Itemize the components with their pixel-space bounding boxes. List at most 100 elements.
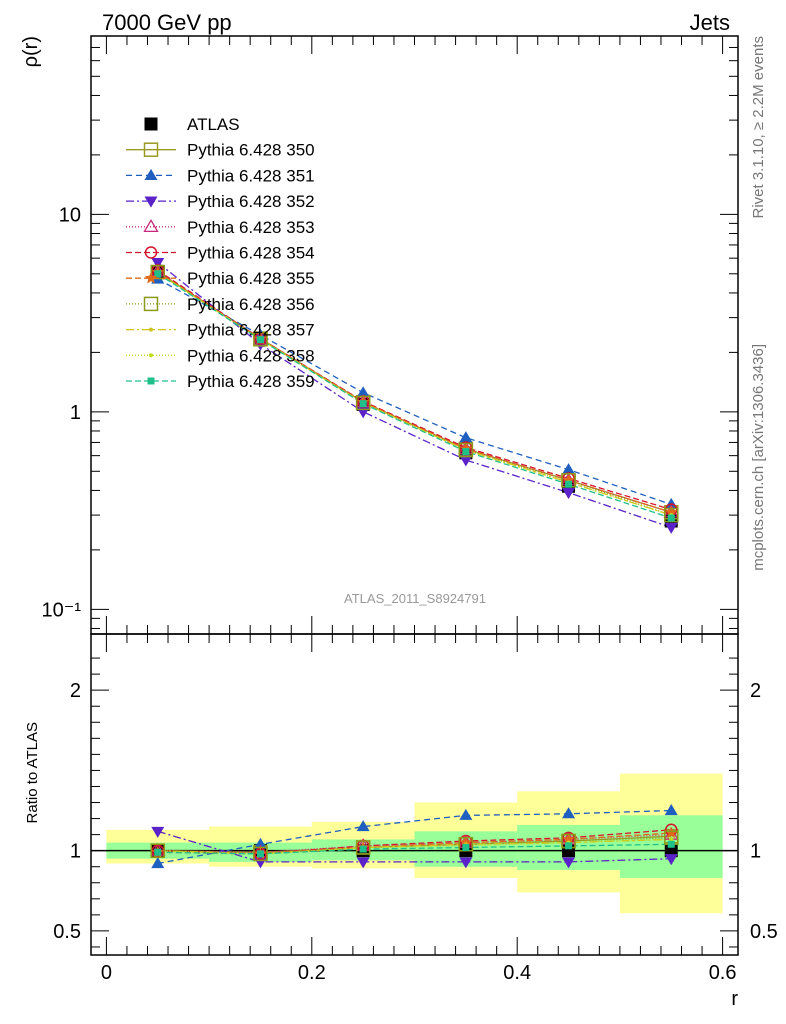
ratio-point bbox=[665, 826, 678, 839]
legend-marker bbox=[144, 117, 158, 131]
x-tick-label: 0 bbox=[101, 962, 112, 984]
legend-marker bbox=[149, 353, 153, 358]
ratio-point bbox=[150, 843, 166, 858]
data-point bbox=[356, 386, 370, 398]
ratio-y-tick-label: 2 bbox=[70, 680, 81, 702]
series-line-ratio bbox=[157, 830, 672, 863]
legend-item: Pythia 6.428 357 bbox=[126, 321, 315, 340]
legend-label: Pythia 6.428 353 bbox=[187, 218, 315, 237]
ratio-point bbox=[669, 837, 674, 842]
ratio-point bbox=[253, 837, 267, 849]
main-y-tick-label: 10⁻¹ bbox=[42, 599, 82, 621]
legend-marker bbox=[143, 142, 159, 157]
series-line-main bbox=[157, 262, 672, 529]
data-point bbox=[565, 480, 573, 488]
data-point bbox=[664, 522, 678, 534]
data-point bbox=[462, 447, 470, 455]
ratio-point bbox=[565, 842, 573, 850]
data-point bbox=[154, 270, 162, 278]
legend: ATLAS Pythia 6.428 350 Pythia 6.428 351 Pyt… bbox=[126, 115, 315, 391]
legend-marker bbox=[144, 168, 158, 180]
legend-label: Pythia 6.428 355 bbox=[187, 269, 315, 288]
legend-marker bbox=[144, 271, 158, 284]
data-point bbox=[458, 442, 474, 458]
legend-label: Pythia 6.428 350 bbox=[187, 141, 315, 160]
ratio-point bbox=[256, 850, 264, 858]
x-tick-label: 0.6 bbox=[709, 962, 737, 984]
main-y-axis-label: ρ(r) bbox=[20, 36, 42, 67]
legend-marker bbox=[143, 296, 159, 312]
side-label-mcplots: mcplots.cern.ch [arXiv:1306.3436] bbox=[750, 344, 767, 571]
legend-item: Pythia 6.428 355 bbox=[126, 269, 315, 288]
data-point bbox=[667, 514, 675, 522]
legend-label: Pythia 6.428 352 bbox=[187, 192, 315, 211]
legend-marker bbox=[144, 246, 158, 259]
x-axis-label: r bbox=[731, 988, 738, 1010]
data-point bbox=[459, 431, 473, 443]
legend-marker bbox=[147, 377, 155, 385]
series-lines bbox=[157, 262, 672, 865]
legend-label: Pythia 6.428 354 bbox=[187, 244, 315, 263]
ratio-y-tick-label-right: 1 bbox=[750, 841, 761, 863]
legend-label: ATLAS bbox=[187, 115, 240, 134]
series-line-main bbox=[157, 278, 672, 506]
legend-item: Pythia 6.428 353 bbox=[126, 218, 315, 237]
data-point bbox=[256, 336, 264, 344]
legend-label: Pythia 6.428 356 bbox=[187, 295, 315, 314]
ratio-point bbox=[667, 840, 675, 848]
ratio-point bbox=[562, 832, 575, 845]
ratio-y-axis-label: Ratio to ATLAS bbox=[24, 722, 41, 823]
ratio-y-tick-label: 1 bbox=[70, 841, 81, 863]
ratio-point bbox=[664, 804, 678, 816]
ratio-point bbox=[151, 857, 165, 869]
ratio-point bbox=[462, 843, 470, 851]
ratio-point bbox=[356, 820, 370, 832]
legend-label: Pythia 6.428 351 bbox=[187, 166, 315, 185]
analysis-label: ATLAS_2011_S8924791 bbox=[344, 591, 486, 606]
ratio-point bbox=[253, 846, 268, 862]
legend-marker bbox=[144, 196, 158, 208]
legend-item: Pythia 6.428 358 bbox=[126, 346, 315, 365]
series-line-main bbox=[157, 273, 672, 519]
legend-label: Pythia 6.428 359 bbox=[187, 372, 315, 391]
main-y-tick-label: 1 bbox=[70, 402, 81, 424]
x-tick-label: 0.2 bbox=[298, 962, 326, 984]
ratio-y-tick-label-right: 0.5 bbox=[750, 921, 778, 943]
header-left: 7000 GeV pp bbox=[102, 10, 232, 35]
legend-item: ATLAS bbox=[144, 115, 240, 134]
legend-marker bbox=[149, 327, 153, 332]
ratio-y-tick-label-right: 2 bbox=[750, 680, 761, 702]
x-tick-label: 0.4 bbox=[503, 962, 531, 984]
ratio-y-tick-label: 0.5 bbox=[53, 921, 81, 943]
ratio-point bbox=[359, 845, 367, 853]
side-label-rivet: Rivet 3.1.10, ≥ 2.2M events bbox=[750, 36, 767, 219]
data-point bbox=[459, 455, 473, 467]
legend-label: Pythia 6.428 357 bbox=[187, 321, 315, 340]
data-point bbox=[355, 395, 371, 411]
ratio-point bbox=[356, 857, 370, 869]
data-point bbox=[663, 507, 679, 523]
ratio-point bbox=[355, 840, 371, 855]
legend-item: Pythia 6.428 354 bbox=[126, 244, 315, 263]
series-line-ratio bbox=[157, 843, 672, 855]
header-right: Jets bbox=[690, 10, 730, 35]
main-y-tick-label: 10 bbox=[59, 204, 81, 226]
legend-item: Pythia 6.428 359 bbox=[126, 372, 315, 391]
data-point bbox=[253, 332, 268, 347]
legend-marker bbox=[143, 219, 159, 233]
ratio-point bbox=[562, 807, 576, 819]
legend-item: Pythia 6.428 352 bbox=[126, 192, 315, 211]
legend-label: Pythia 6.428 358 bbox=[187, 346, 315, 365]
data-point bbox=[562, 488, 576, 500]
ratio-point bbox=[151, 826, 165, 838]
legend-item: Pythia 6.428 350 bbox=[126, 141, 315, 160]
ratio-point bbox=[459, 808, 473, 820]
data-point bbox=[359, 400, 367, 408]
data-point bbox=[562, 463, 576, 475]
axes: 10⁻¹ 1 10 0.5 0.5 1 1 2 2 0 0.2 0.4 0.6 bbox=[42, 35, 778, 984]
legend-item: Pythia 6.428 356 bbox=[126, 295, 315, 314]
series-line-ratio bbox=[157, 809, 672, 865]
ratio-point bbox=[664, 854, 678, 866]
ratio-point bbox=[459, 857, 473, 869]
